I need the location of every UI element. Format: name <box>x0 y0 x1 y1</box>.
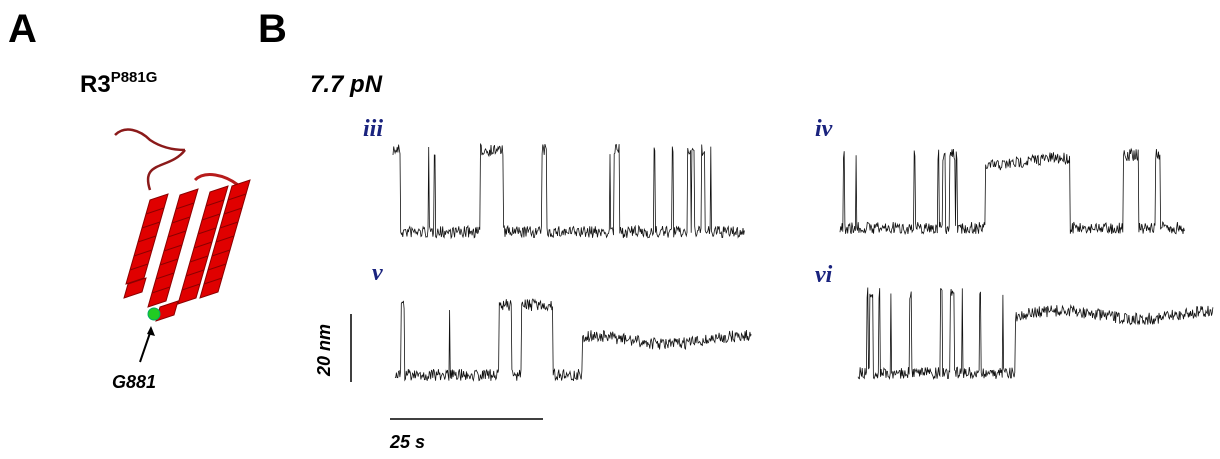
scale-label: 25 s <box>389 432 425 452</box>
trace <box>857 287 1214 380</box>
trace-label: iv <box>815 116 833 142</box>
protein-name: R3P881G <box>80 69 157 98</box>
panel-label: A <box>8 7 37 51</box>
trace-label: vi <box>815 262 833 288</box>
protein-structure <box>114 128 251 322</box>
panel-label: B <box>258 7 287 51</box>
mutation: P881G <box>111 69 158 86</box>
arrow <box>139 329 152 363</box>
trace <box>394 298 752 382</box>
arrow-head <box>147 326 155 336</box>
trace <box>839 147 1185 235</box>
protein: R3 <box>80 71 111 98</box>
trace <box>392 142 745 240</box>
trace-label: v <box>372 260 383 286</box>
scale-label: 20 nm <box>314 324 334 377</box>
trace-label: iii <box>363 116 383 142</box>
residue-label: G881 <box>112 372 156 392</box>
force-label: 7.7 pN <box>310 71 383 98</box>
